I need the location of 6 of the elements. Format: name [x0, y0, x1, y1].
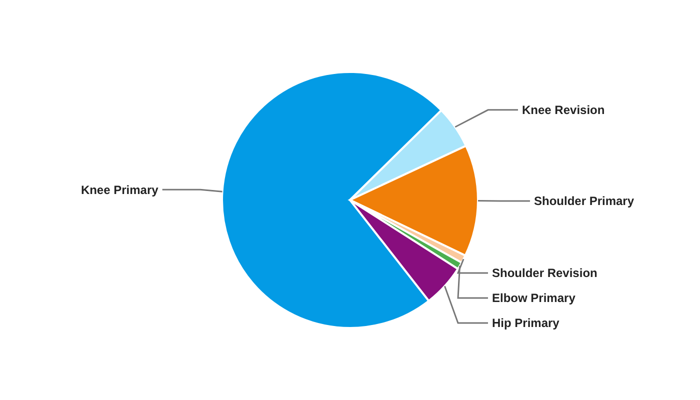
slice-label: Elbow Primary: [492, 291, 576, 306]
slice-label: Knee Primary: [80, 182, 159, 197]
slice-label: Hip Primary: [492, 316, 560, 330]
slice-label: Shoulder Primary: [534, 194, 634, 208]
slice-label: Knee Revision: [522, 103, 605, 118]
slice-label: Shoulder Revision: [492, 266, 598, 280]
